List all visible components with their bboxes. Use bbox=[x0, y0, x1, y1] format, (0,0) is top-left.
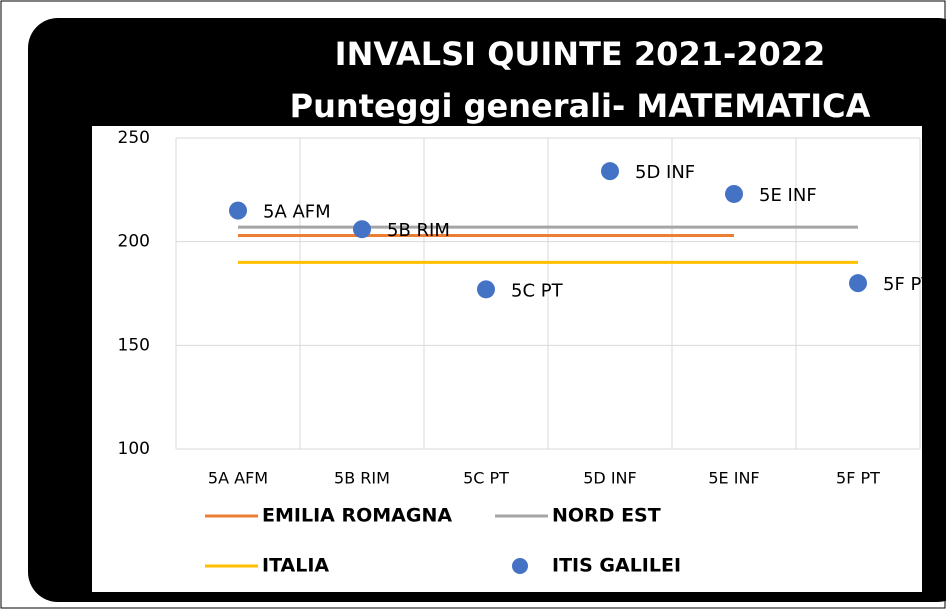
legend-label: EMILIA ROMAGNA bbox=[262, 505, 452, 527]
x-tick-label: 5A AFM bbox=[208, 469, 268, 488]
legend-marker bbox=[512, 558, 528, 574]
data-label: 5E INF bbox=[759, 185, 817, 206]
y-tick-label: 150 bbox=[118, 335, 150, 355]
data-point bbox=[725, 184, 743, 203]
data-label: 5F PT bbox=[883, 274, 933, 295]
data-point bbox=[477, 280, 495, 299]
data-label: 5D INF bbox=[635, 162, 695, 183]
x-tick-label: 5E INF bbox=[708, 469, 759, 488]
data-point bbox=[849, 274, 867, 293]
x-tick-label: 5F PT bbox=[836, 469, 880, 488]
data-label: 5B RIM bbox=[387, 220, 450, 241]
chart-title: Punteggi generali- MATEMATICA bbox=[290, 87, 871, 125]
legend-label: NORD EST bbox=[552, 505, 661, 527]
legend-label: ITALIA bbox=[262, 555, 329, 577]
y-tick-label: 200 bbox=[118, 232, 150, 252]
x-tick-label: 5D INF bbox=[583, 469, 636, 488]
data-point bbox=[601, 162, 619, 181]
y-tick-label: 100 bbox=[118, 439, 150, 459]
y-tick-label: 250 bbox=[118, 128, 150, 148]
data-label: 5C PT bbox=[511, 280, 564, 301]
x-tick-label: 5C PT bbox=[463, 469, 509, 488]
x-tick-label: 5B RIM bbox=[334, 469, 390, 488]
chart-title: INVALSI QUINTE 2021-2022 bbox=[335, 35, 826, 73]
legend-label: ITIS GALILEI bbox=[552, 555, 681, 577]
data-point bbox=[353, 220, 371, 239]
data-point bbox=[229, 201, 247, 220]
data-label: 5A AFM bbox=[263, 202, 331, 223]
inner-area bbox=[92, 126, 922, 592]
